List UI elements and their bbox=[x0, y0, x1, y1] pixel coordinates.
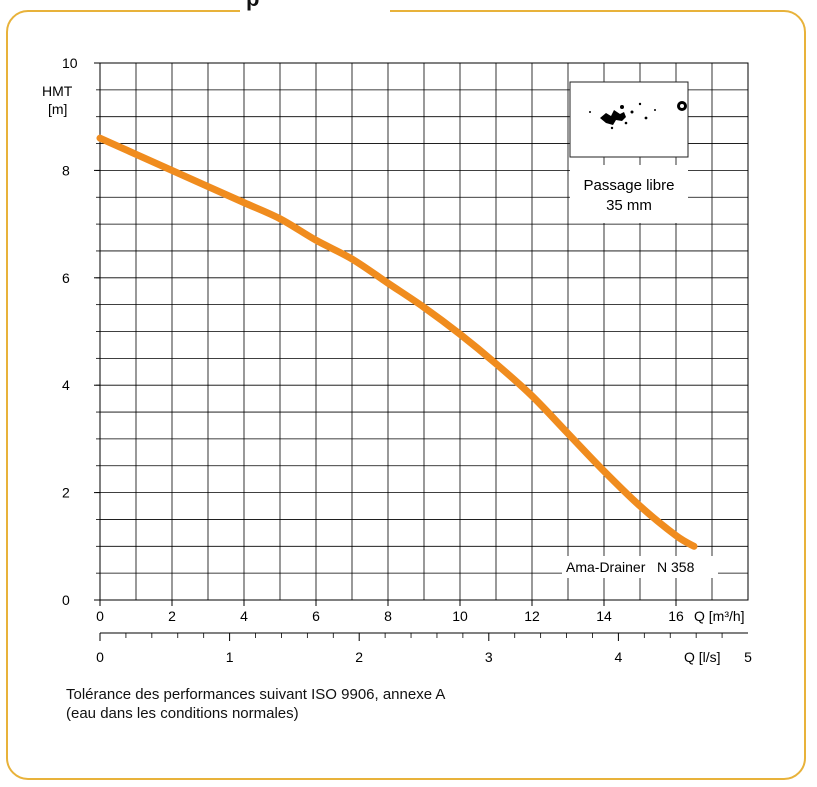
x-bottom-tick-label: 0 bbox=[96, 649, 104, 665]
chart-frame bbox=[6, 10, 806, 780]
x-top-tick-label: 4 bbox=[240, 608, 248, 624]
x-top-tick-label: 6 bbox=[312, 608, 320, 624]
caption: Tolérance des performances suivant ISO 9… bbox=[66, 685, 445, 723]
series-label-box bbox=[562, 556, 718, 578]
x-bottom-tick-label: 2 bbox=[355, 649, 363, 665]
x-top-tick-label: 14 bbox=[596, 608, 612, 624]
x-axis-label-bottom: Q [l/s] bbox=[684, 649, 721, 665]
y-tick-label: 6 bbox=[62, 270, 70, 286]
y-tick-label: 4 bbox=[62, 377, 70, 393]
series-label: Ama-Drainer N 358 bbox=[566, 559, 695, 575]
curve-ama-drainer-n358 bbox=[96, 134, 698, 550]
solid-passage-pictogram-box bbox=[569, 81, 689, 158]
title-gap bbox=[240, 0, 390, 14]
y-axis-label-line1: HMT bbox=[42, 83, 73, 99]
x-top-tick-label: 2 bbox=[168, 608, 176, 624]
x-top-tick-label: 8 bbox=[384, 608, 392, 624]
solid-passage-icon bbox=[589, 101, 687, 130]
y-tick-label: 0 bbox=[62, 592, 70, 608]
caption-line-2: (eau dans les conditions normales) bbox=[66, 705, 299, 722]
y-axis-label-line2: [m] bbox=[48, 101, 67, 117]
y-tick-label: 2 bbox=[62, 485, 70, 501]
x-bottom-tick-label: 3 bbox=[485, 649, 493, 665]
inset-label-line1: Passage libre bbox=[584, 177, 675, 194]
caption-line-1: Tolérance des performances suivant ISO 9… bbox=[66, 686, 446, 703]
x-bottom-tick-label: 5 bbox=[744, 649, 752, 665]
x-bottom-tick-label: 1 bbox=[226, 649, 234, 665]
x-top-tick-label: 10 bbox=[452, 608, 468, 624]
x-top-tick-label: 12 bbox=[524, 608, 540, 624]
x-top-tick-label: 16 bbox=[668, 608, 684, 624]
y-tick-label: 8 bbox=[62, 162, 70, 178]
grid bbox=[100, 63, 748, 600]
x-top-tick-label: 0 bbox=[96, 608, 104, 624]
inset-label-line2: 35 mm bbox=[606, 197, 652, 214]
x-bottom-tick-label: 4 bbox=[615, 649, 623, 665]
x-axis-label-top: Q [m³/h] bbox=[694, 608, 745, 624]
y-tick-label: 10 bbox=[62, 55, 78, 71]
inset-label-box bbox=[570, 165, 688, 223]
title-fragment: p bbox=[246, 0, 259, 12]
